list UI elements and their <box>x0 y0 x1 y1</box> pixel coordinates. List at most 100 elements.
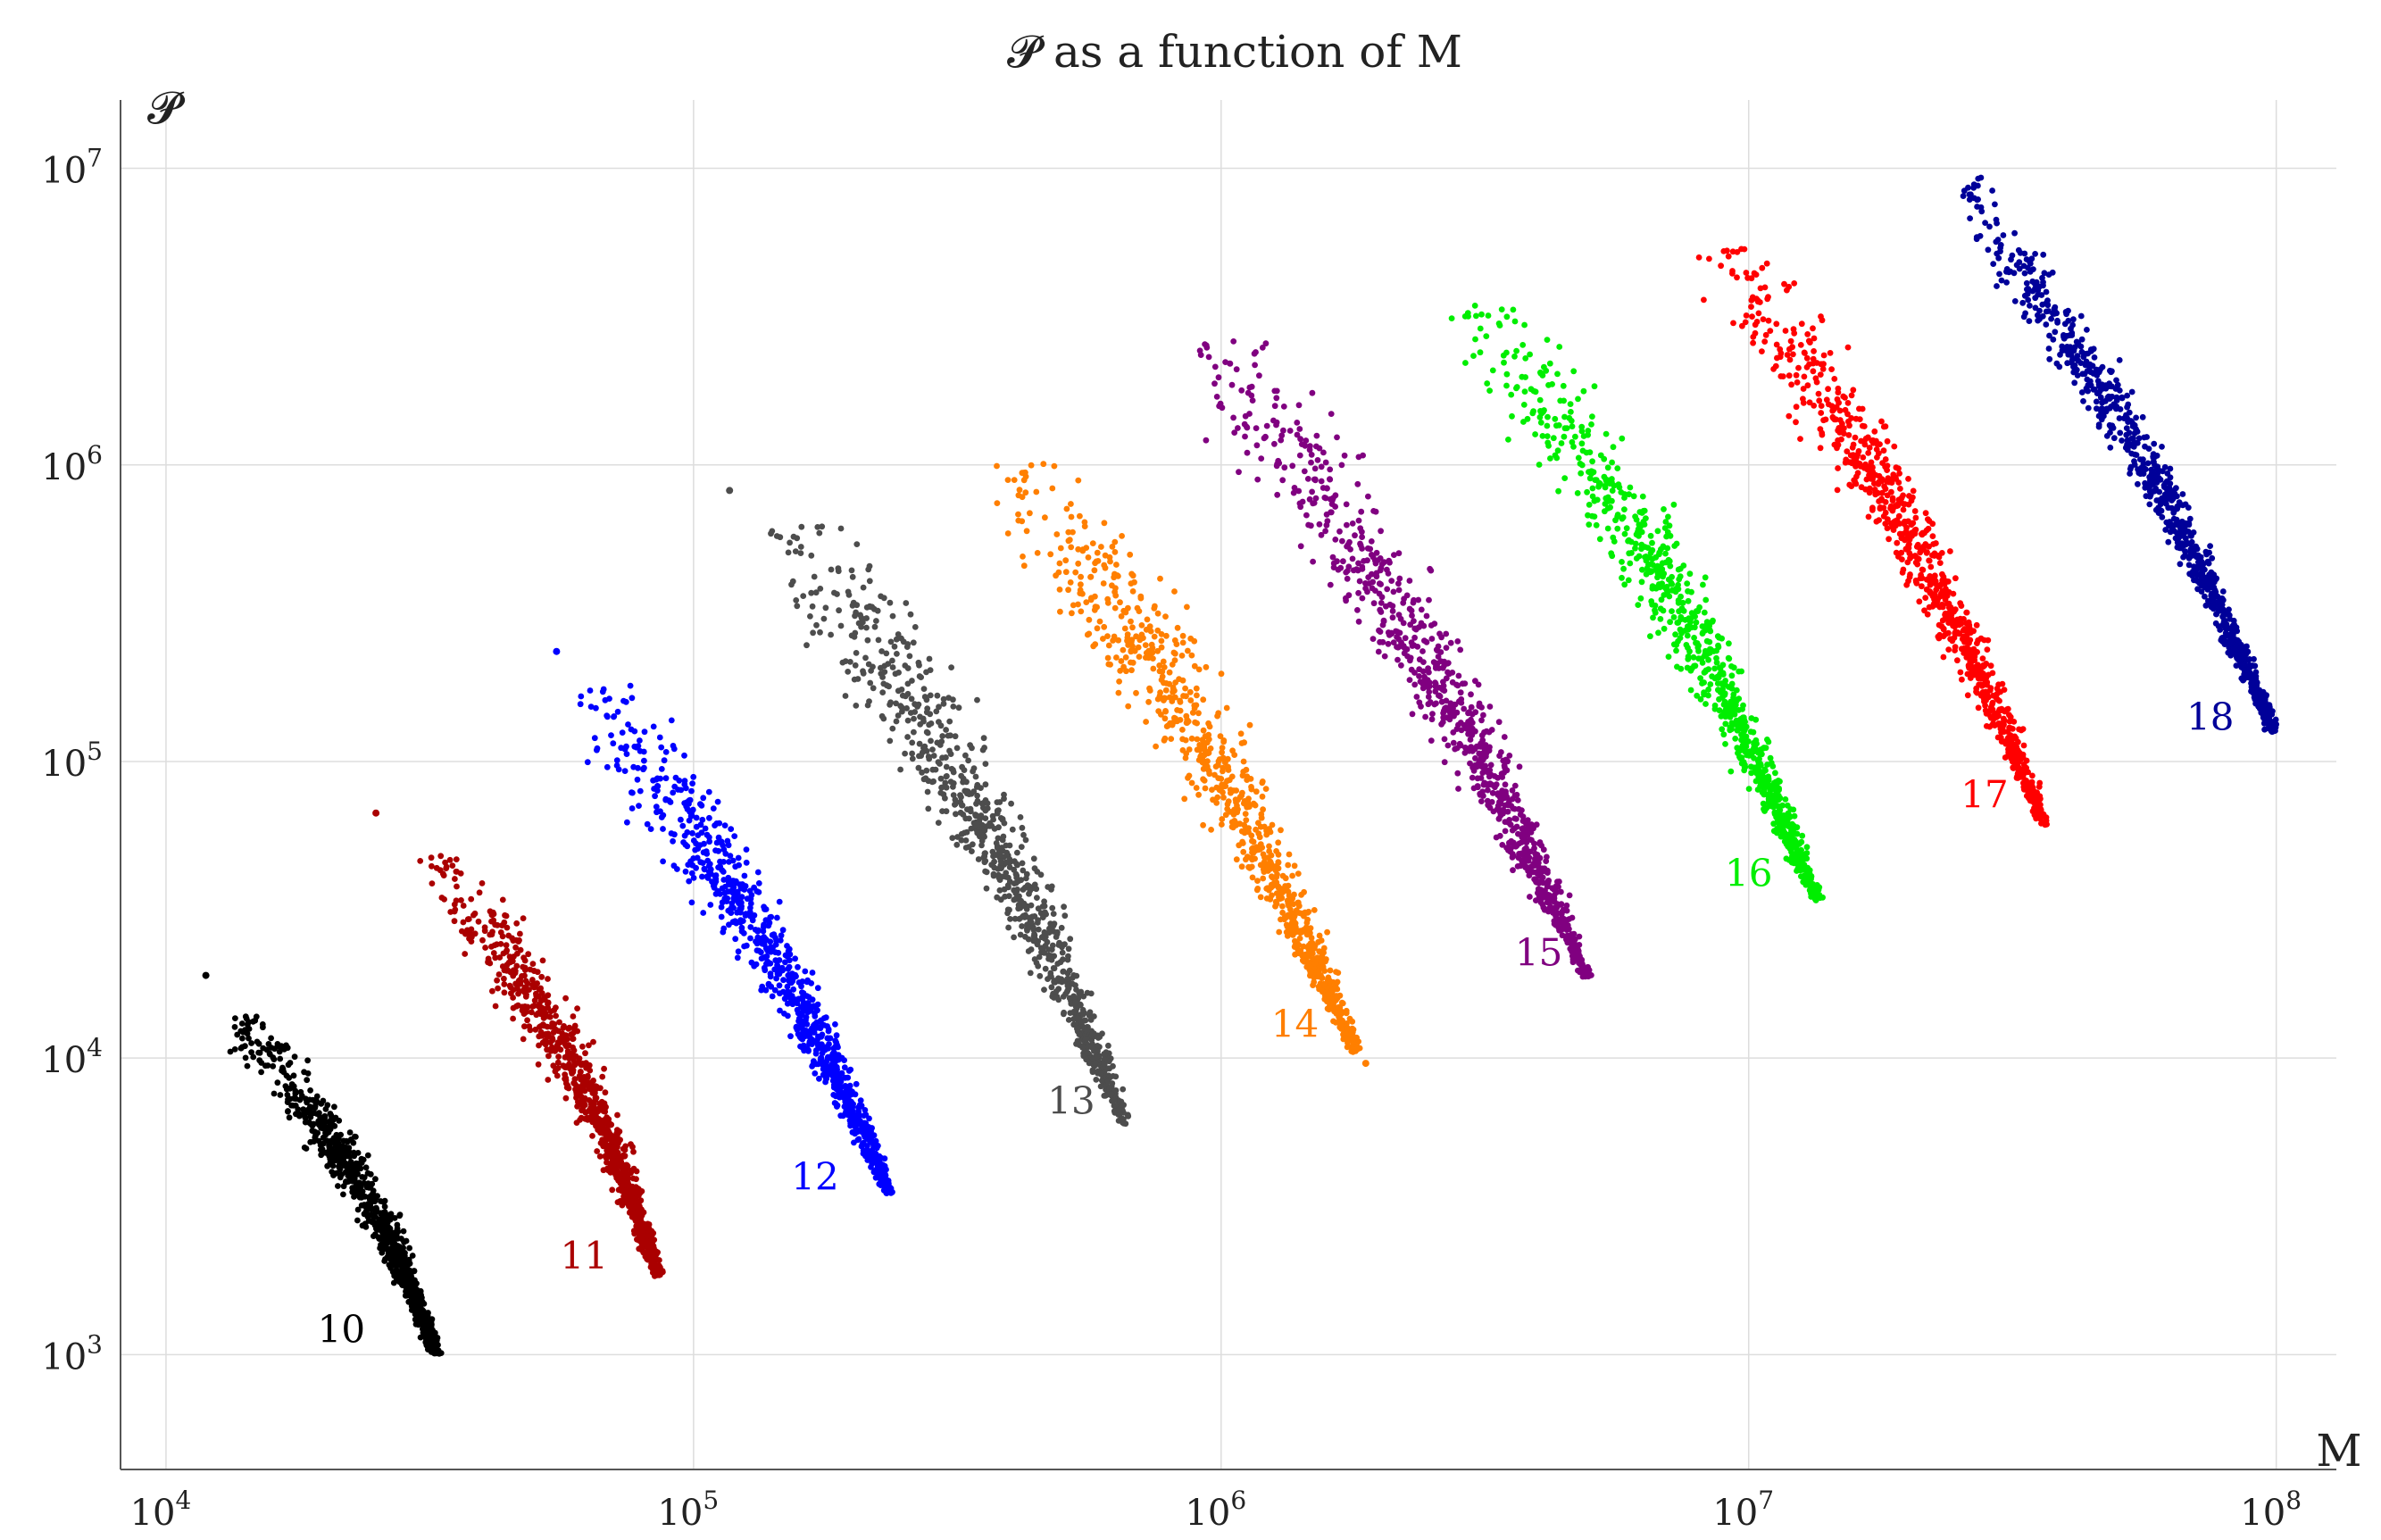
data-point <box>842 658 849 664</box>
data-point <box>1182 685 1188 692</box>
data-point <box>284 1092 291 1098</box>
data-point <box>670 743 677 749</box>
data-point <box>1329 986 1336 994</box>
data-point <box>994 500 1001 506</box>
data-point <box>614 708 621 715</box>
data-point <box>1068 501 1074 507</box>
data-point <box>1062 557 1070 564</box>
data-point <box>917 721 924 728</box>
data-point <box>866 562 873 570</box>
data-point <box>1087 990 1095 997</box>
data-point <box>1138 635 1145 642</box>
data-point <box>1286 851 1293 858</box>
data-point <box>641 764 647 771</box>
data-point <box>1087 596 1095 604</box>
data-point <box>611 1166 618 1173</box>
data-point <box>1086 616 1093 623</box>
data-point <box>1202 785 1209 792</box>
data-point <box>419 1316 425 1323</box>
data-point <box>746 887 753 895</box>
data-point <box>660 858 666 865</box>
data-point <box>707 902 714 908</box>
data-point <box>1119 1115 1126 1122</box>
data-point <box>515 990 521 997</box>
data-point <box>1163 632 1170 639</box>
data-point <box>786 989 793 995</box>
data-point <box>324 1102 331 1109</box>
data-point <box>803 642 810 649</box>
data-point <box>1101 1061 1108 1068</box>
data-point <box>539 1021 546 1028</box>
data-point <box>499 896 506 903</box>
data-point <box>347 1136 354 1143</box>
data-point <box>1281 464 1288 471</box>
data-point <box>1172 715 1179 722</box>
data-point <box>395 1243 402 1249</box>
data-point <box>1041 986 1047 993</box>
data-point <box>688 899 695 906</box>
data-point <box>629 789 635 796</box>
data-point <box>725 842 732 849</box>
data-point <box>795 963 801 970</box>
data-point <box>836 607 842 614</box>
data-point <box>617 1198 624 1204</box>
data-point <box>398 1236 404 1242</box>
data-point <box>1030 855 1037 862</box>
data-point <box>356 1194 363 1201</box>
data-point <box>868 668 874 674</box>
data-point <box>947 751 954 757</box>
data-point <box>246 1026 253 1032</box>
data-point <box>1257 894 1264 901</box>
data-point <box>505 959 512 966</box>
data-point <box>454 869 460 875</box>
data-point <box>1154 647 1161 654</box>
data-point <box>566 1055 572 1062</box>
data-point <box>379 1249 386 1256</box>
data-point <box>270 1062 277 1070</box>
data-point <box>1249 837 1255 845</box>
data-point <box>1085 554 1092 561</box>
data-point <box>637 1231 644 1238</box>
data-point <box>1307 970 1314 977</box>
data-point <box>352 1178 358 1185</box>
data-point <box>636 803 642 809</box>
data-point <box>412 1298 420 1305</box>
data-point <box>512 970 519 977</box>
data-point <box>594 1148 601 1154</box>
data-point <box>909 739 916 746</box>
data-point <box>362 1209 369 1216</box>
data-point <box>632 1216 638 1223</box>
data-point <box>679 822 687 829</box>
data-point <box>1215 775 1222 781</box>
data-point <box>734 954 741 961</box>
data-point <box>1113 654 1120 661</box>
data-point <box>1193 785 1200 791</box>
data-point <box>304 1099 310 1106</box>
data-point <box>932 766 939 773</box>
data-point <box>507 984 514 991</box>
data-point <box>1355 517 1362 524</box>
data-point <box>1066 537 1073 544</box>
data-point <box>1097 1083 1104 1090</box>
data-point <box>574 1028 581 1035</box>
data-point <box>934 692 941 699</box>
data-point <box>880 1178 887 1185</box>
data-point <box>296 1111 302 1117</box>
data-point <box>479 880 486 887</box>
data-point <box>661 757 668 764</box>
data-point <box>1210 796 1216 803</box>
data-point <box>1129 588 1136 595</box>
data-point <box>753 888 761 895</box>
data-point <box>512 944 519 951</box>
data-point <box>1100 580 1107 587</box>
data-point <box>562 1032 570 1038</box>
data-point <box>532 1026 539 1033</box>
data-point <box>1050 965 1057 971</box>
data-point <box>1230 787 1237 794</box>
data-point <box>619 1186 626 1194</box>
data-point <box>599 1073 606 1080</box>
data-point <box>628 1141 634 1147</box>
data-point <box>904 734 911 740</box>
data-point <box>254 1038 261 1045</box>
data-point <box>263 1046 271 1053</box>
